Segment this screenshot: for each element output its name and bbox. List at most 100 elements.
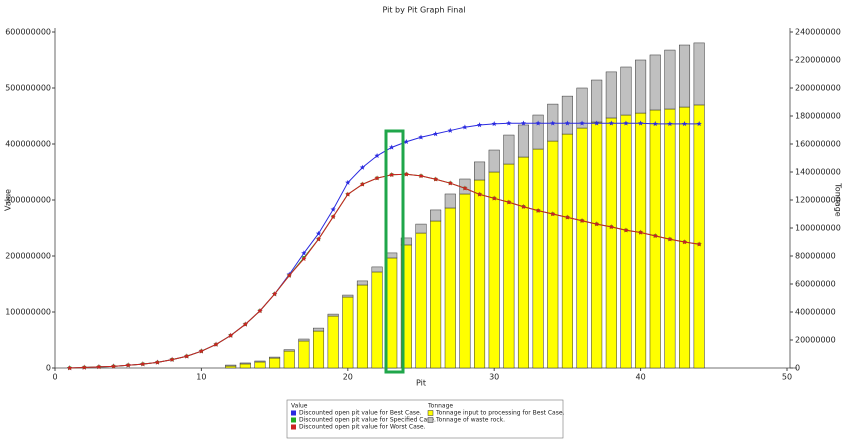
bar: [693, 104, 705, 369]
bar: [678, 106, 691, 369]
y2-tick-label: 20000000: [795, 336, 836, 345]
line-marker: [520, 203, 527, 209]
line-marker: [608, 224, 614, 230]
legend-swatch: [427, 410, 434, 416]
bar: [635, 59, 647, 114]
line-marker: [579, 217, 585, 223]
line-marker: [506, 120, 512, 126]
line-marker: [491, 121, 497, 127]
bar: [386, 252, 398, 259]
line-marker: [271, 291, 278, 297]
bar: [356, 284, 368, 369]
line-marker: [66, 365, 73, 371]
bar: [298, 340, 310, 369]
x-tick-label: 10: [196, 373, 206, 382]
line-marker: [652, 233, 658, 239]
line-marker: [403, 171, 410, 177]
legend: Value Tonnage Discounted open pit value …: [286, 399, 565, 439]
bar: [283, 349, 295, 352]
line-marker: [96, 364, 102, 370]
chart-title: Pit by Pit Graph Final: [383, 6, 466, 15]
line: [69, 173, 700, 369]
bar: [561, 95, 573, 135]
x-tick-label: 40: [636, 373, 646, 382]
bar: [269, 357, 281, 369]
line-marker: [535, 207, 541, 213]
line-marker: [564, 120, 571, 126]
bar: [444, 207, 456, 369]
bar: [459, 193, 471, 369]
y-axis-label: Value: [4, 189, 13, 211]
y2-tick-label: 200000000: [795, 84, 841, 93]
bar: [225, 364, 237, 367]
y2-tick-label: 220000000: [795, 56, 841, 65]
y-tick-label: 100000000: [5, 308, 51, 317]
line-marker: [345, 191, 351, 197]
bar: [635, 112, 647, 369]
y2-tick-label: 180000000: [795, 112, 841, 121]
x-tick-label: 20: [343, 373, 353, 382]
y2-tick-label: 60000000: [795, 280, 836, 289]
legend-title: Tonnage: [427, 403, 453, 410]
line-marker: [184, 353, 190, 359]
x-axis-label: Pit: [416, 379, 426, 388]
y-tick-label: 200000000: [5, 252, 51, 261]
line-marker: [608, 120, 614, 126]
line-marker: [491, 195, 497, 201]
bar: [591, 79, 603, 123]
line-marker: [315, 236, 322, 242]
bar: [517, 156, 530, 369]
y2-tick-label: 240000000: [795, 28, 841, 37]
bar: [225, 365, 237, 369]
bar: [532, 148, 544, 369]
line-marker: [359, 164, 366, 170]
y-tick-label: 500000000: [5, 84, 51, 93]
bar: [356, 280, 368, 286]
line-marker: [330, 214, 336, 220]
legend-label: Discounted open pit value for Best Case.: [299, 410, 422, 417]
line-marker: [315, 230, 322, 236]
x-tick-label: 50: [782, 373, 792, 382]
line-marker: [535, 120, 541, 126]
bar: [649, 109, 661, 369]
bar: [547, 140, 559, 369]
line-marker: [637, 229, 644, 235]
bar: [342, 294, 354, 298]
bar: [488, 149, 500, 173]
bar: [561, 133, 573, 369]
line: [69, 173, 700, 369]
bar: [605, 71, 617, 119]
line-marker: [301, 256, 307, 262]
legend-swatch: [291, 424, 296, 430]
line-marker: [476, 122, 483, 128]
line-marker: [594, 221, 600, 227]
legend-title: Value: [291, 403, 308, 410]
line-marker: [330, 206, 336, 212]
line-marker: [345, 179, 351, 185]
bar: [474, 179, 486, 369]
bar: [576, 127, 588, 369]
line-marker: [506, 199, 512, 205]
line-marker: [286, 272, 292, 278]
y-tick-label: 600000000: [5, 28, 51, 37]
y2-tick-label: 120000000: [795, 196, 841, 205]
bar: [415, 223, 427, 234]
bar: [430, 209, 442, 222]
y-tick-label: 300000000: [5, 196, 51, 205]
y2-tick-label: 0: [795, 364, 800, 373]
y2-axis-label: Tonnage: [834, 182, 843, 217]
bar: [591, 121, 603, 369]
bar: [239, 362, 251, 365]
line-marker: [169, 356, 175, 362]
legend-frame: [286, 399, 564, 439]
bar: [430, 220, 442, 369]
line-marker: [242, 321, 248, 327]
bar: [298, 338, 310, 342]
y2-tick-label: 40000000: [795, 308, 836, 317]
y-tick-label: 0: [46, 364, 51, 373]
bar: [312, 330, 325, 369]
line-marker: [418, 173, 424, 179]
bar: [664, 49, 676, 110]
bar: [620, 114, 632, 369]
line-marker: [462, 124, 468, 130]
